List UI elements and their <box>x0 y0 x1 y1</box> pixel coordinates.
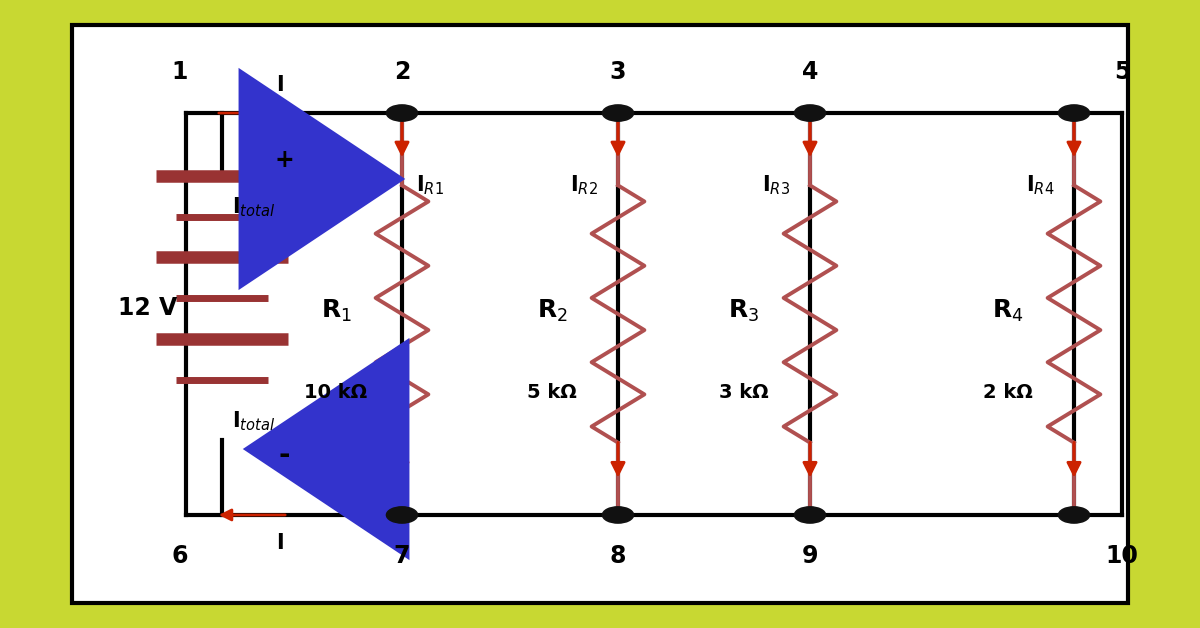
Text: +: + <box>275 148 294 172</box>
Text: 2: 2 <box>394 60 410 84</box>
Text: 9: 9 <box>802 544 818 568</box>
Text: 10: 10 <box>1105 544 1139 568</box>
Text: I: I <box>276 75 283 95</box>
Text: 12 V: 12 V <box>118 296 178 320</box>
Text: 1: 1 <box>172 60 188 84</box>
Circle shape <box>386 105 418 121</box>
Text: 2 kΩ: 2 kΩ <box>983 383 1033 402</box>
Text: -: - <box>278 441 290 469</box>
Text: I: I <box>276 533 283 553</box>
Circle shape <box>602 507 634 523</box>
Circle shape <box>794 507 826 523</box>
Circle shape <box>386 507 418 523</box>
Text: 10 kΩ: 10 kΩ <box>305 383 367 402</box>
Text: 5 kΩ: 5 kΩ <box>527 383 577 402</box>
Circle shape <box>1058 105 1090 121</box>
Circle shape <box>602 105 634 121</box>
Text: R$_3$: R$_3$ <box>728 298 760 324</box>
Text: 7: 7 <box>394 544 410 568</box>
Text: 4: 4 <box>802 60 818 84</box>
Text: R$_1$: R$_1$ <box>320 298 352 324</box>
Text: I$_{total}$: I$_{total}$ <box>232 195 275 219</box>
Text: I$_{R1}$: I$_{R1}$ <box>416 173 444 197</box>
Text: I$_{R3}$: I$_{R3}$ <box>762 173 790 197</box>
Text: 8: 8 <box>610 544 626 568</box>
Text: 3: 3 <box>610 60 626 84</box>
Text: R$_4$: R$_4$ <box>992 298 1024 324</box>
Text: 5: 5 <box>1114 60 1130 84</box>
Circle shape <box>1058 507 1090 523</box>
Text: I$_{R4}$: I$_{R4}$ <box>1026 173 1055 197</box>
Text: R$_2$: R$_2$ <box>536 298 568 324</box>
Text: I$_{total}$: I$_{total}$ <box>232 409 275 433</box>
Circle shape <box>794 105 826 121</box>
Text: I$_{R2}$: I$_{R2}$ <box>570 173 598 197</box>
FancyBboxPatch shape <box>72 25 1128 603</box>
Text: 3 kΩ: 3 kΩ <box>719 383 769 402</box>
Text: 6: 6 <box>172 544 188 568</box>
